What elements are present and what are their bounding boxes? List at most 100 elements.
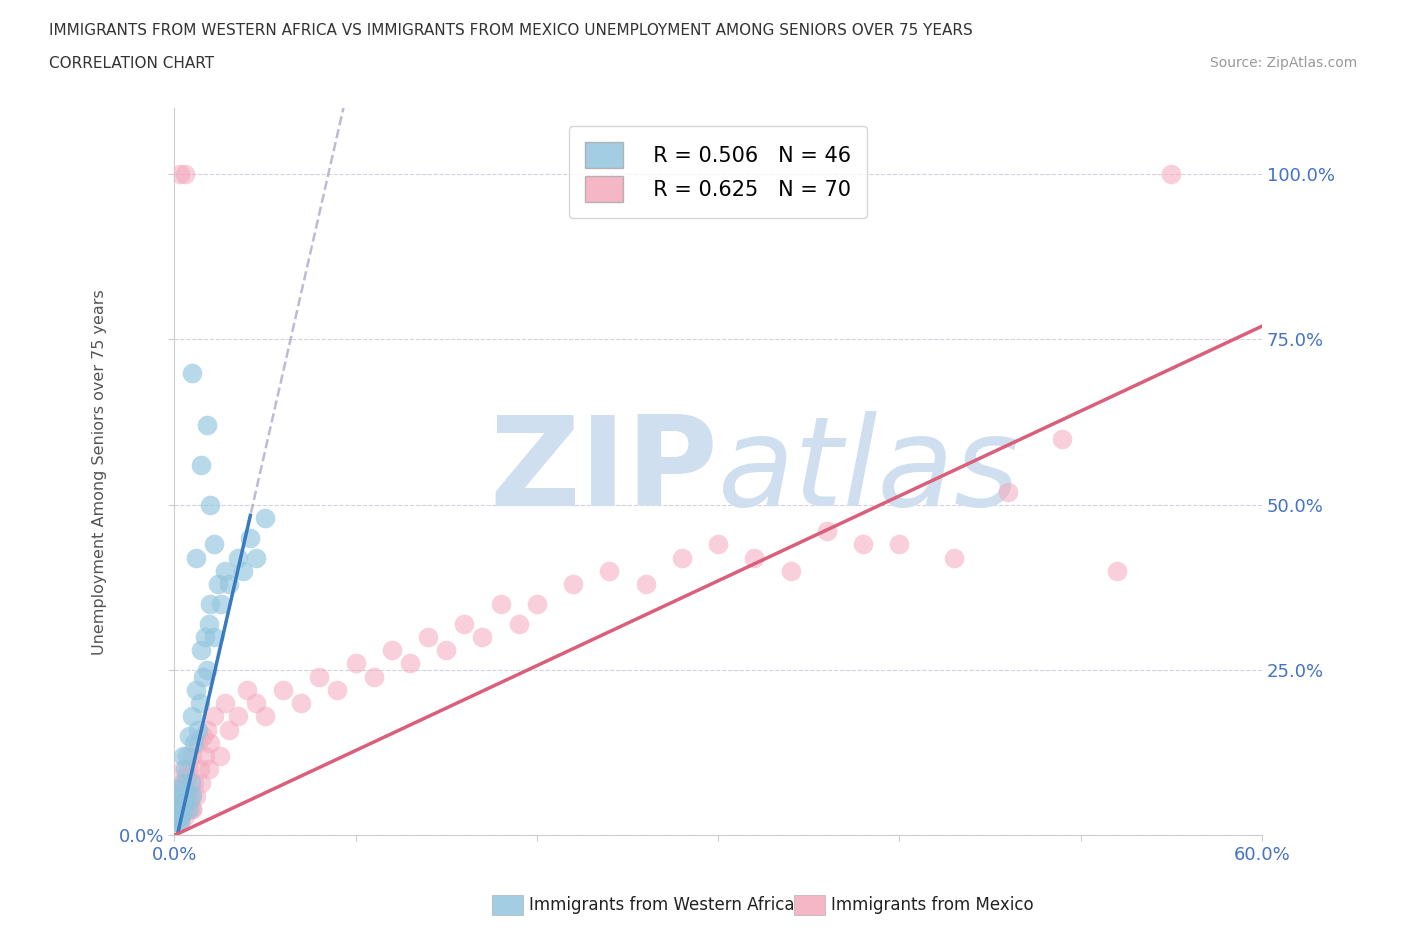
Point <box>181 365 204 380</box>
Point <box>200 596 222 611</box>
Point <box>188 762 211 777</box>
Point <box>170 782 193 797</box>
Point <box>166 782 188 797</box>
Point <box>174 762 197 777</box>
Point <box>184 789 207 804</box>
Point <box>172 749 194 764</box>
Point <box>190 643 212 658</box>
Y-axis label: Unemployment Among Seniors over 75 years: Unemployment Among Seniors over 75 years <box>93 289 107 655</box>
Point <box>202 709 225 724</box>
Point <box>815 524 838 538</box>
Point <box>200 498 222 512</box>
Point <box>508 617 530 631</box>
Point <box>170 808 193 823</box>
Point <box>169 815 191 830</box>
Legend:   R = 0.506   N = 46,   R = 0.625   N = 70: R = 0.506 N = 46, R = 0.625 N = 70 <box>569 126 868 219</box>
Text: ZIP: ZIP <box>489 411 718 532</box>
Point <box>193 729 215 744</box>
Point <box>779 564 801 578</box>
Point <box>181 802 204 817</box>
Point <box>197 617 219 631</box>
Point <box>165 815 187 830</box>
Point <box>194 630 217 644</box>
Point <box>202 630 225 644</box>
Point <box>209 596 232 611</box>
Point <box>177 802 200 817</box>
Point <box>170 808 193 823</box>
Point <box>174 795 197 810</box>
Point <box>188 696 211 711</box>
Point <box>176 749 198 764</box>
Point <box>195 663 218 678</box>
Point <box>170 775 193 790</box>
Point <box>194 749 217 764</box>
Point <box>218 577 240 591</box>
Point <box>416 630 439 644</box>
Point <box>181 802 204 817</box>
Point <box>326 683 349 698</box>
Point <box>190 775 212 790</box>
Point <box>165 815 187 830</box>
Point <box>195 723 218 737</box>
Point <box>187 723 209 737</box>
Point <box>232 564 254 578</box>
Point <box>169 166 191 181</box>
Point <box>193 670 215 684</box>
Point <box>183 736 205 751</box>
Point <box>166 789 188 804</box>
Point <box>308 670 330 684</box>
Text: IMMIGRANTS FROM WESTERN AFRICA VS IMMIGRANTS FROM MEXICO UNEMPLOYMENT AMONG SENI: IMMIGRANTS FROM WESTERN AFRICA VS IMMIGR… <box>49 23 973 38</box>
Point <box>214 564 236 578</box>
Point <box>172 775 194 790</box>
Point <box>1160 166 1182 181</box>
Point <box>165 802 187 817</box>
Point <box>174 166 197 181</box>
Point <box>202 537 225 551</box>
Point <box>245 696 267 711</box>
Point <box>218 723 240 737</box>
Text: Immigrants from Western Africa: Immigrants from Western Africa <box>529 896 794 914</box>
Point <box>598 564 620 578</box>
Point <box>207 577 229 591</box>
Point <box>195 418 218 432</box>
Point <box>381 643 404 658</box>
Point <box>197 762 219 777</box>
Point <box>434 643 457 658</box>
Point <box>634 577 657 591</box>
Point <box>453 617 475 631</box>
Point <box>184 551 207 565</box>
Point <box>177 729 200 744</box>
Point <box>271 683 294 698</box>
Point <box>183 775 205 790</box>
Point <box>180 789 202 804</box>
Point <box>744 551 766 565</box>
Point <box>245 551 267 565</box>
Point <box>172 762 194 777</box>
Point <box>187 736 209 751</box>
Point <box>707 537 730 551</box>
Point <box>176 789 198 804</box>
Point <box>177 762 200 777</box>
Point <box>174 775 197 790</box>
Point <box>208 749 231 764</box>
Point <box>344 656 367 671</box>
Point <box>526 596 548 611</box>
Point <box>226 709 249 724</box>
Point <box>169 789 191 804</box>
Point <box>200 736 222 751</box>
Point <box>489 596 512 611</box>
Text: atlas: atlas <box>718 411 1021 532</box>
Point <box>239 530 262 545</box>
Point <box>181 749 204 764</box>
Point <box>1105 564 1128 578</box>
Point <box>471 630 494 644</box>
Point <box>180 775 202 790</box>
Point <box>1052 432 1074 446</box>
Point <box>399 656 422 671</box>
Point <box>176 802 198 817</box>
Point <box>176 768 198 783</box>
Point <box>184 683 207 698</box>
Point <box>174 808 197 823</box>
Point <box>177 795 200 810</box>
Point <box>235 683 257 698</box>
